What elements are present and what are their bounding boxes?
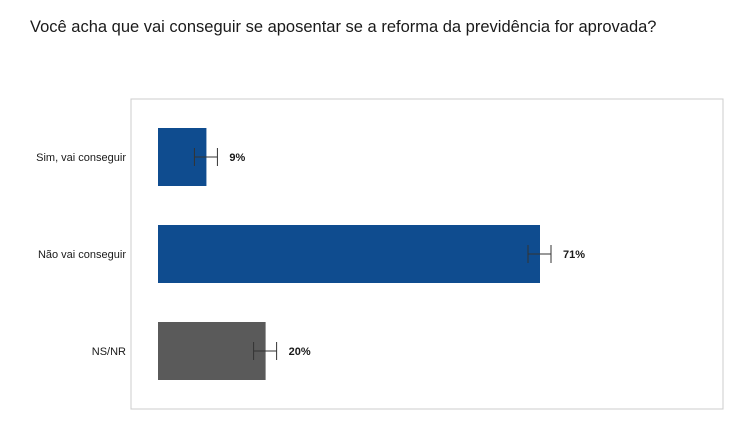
category-label-2: Não vai conseguir xyxy=(38,249,126,261)
chart-title: Você acha que vai conseguir se aposentar… xyxy=(30,18,657,36)
bars-layer: Sim, vai conseguir 9% Não vai conseguir 71%… xyxy=(36,128,585,380)
category-label-1: Sim, vai conseguir xyxy=(36,152,126,164)
value-label-1: 9% xyxy=(229,152,245,164)
category-label-3: NS/NR xyxy=(92,346,126,358)
bar-3 xyxy=(158,322,266,380)
value-label-3: 20% xyxy=(289,346,311,358)
bar-2 xyxy=(158,225,540,283)
value-label-2: 71% xyxy=(563,249,585,261)
